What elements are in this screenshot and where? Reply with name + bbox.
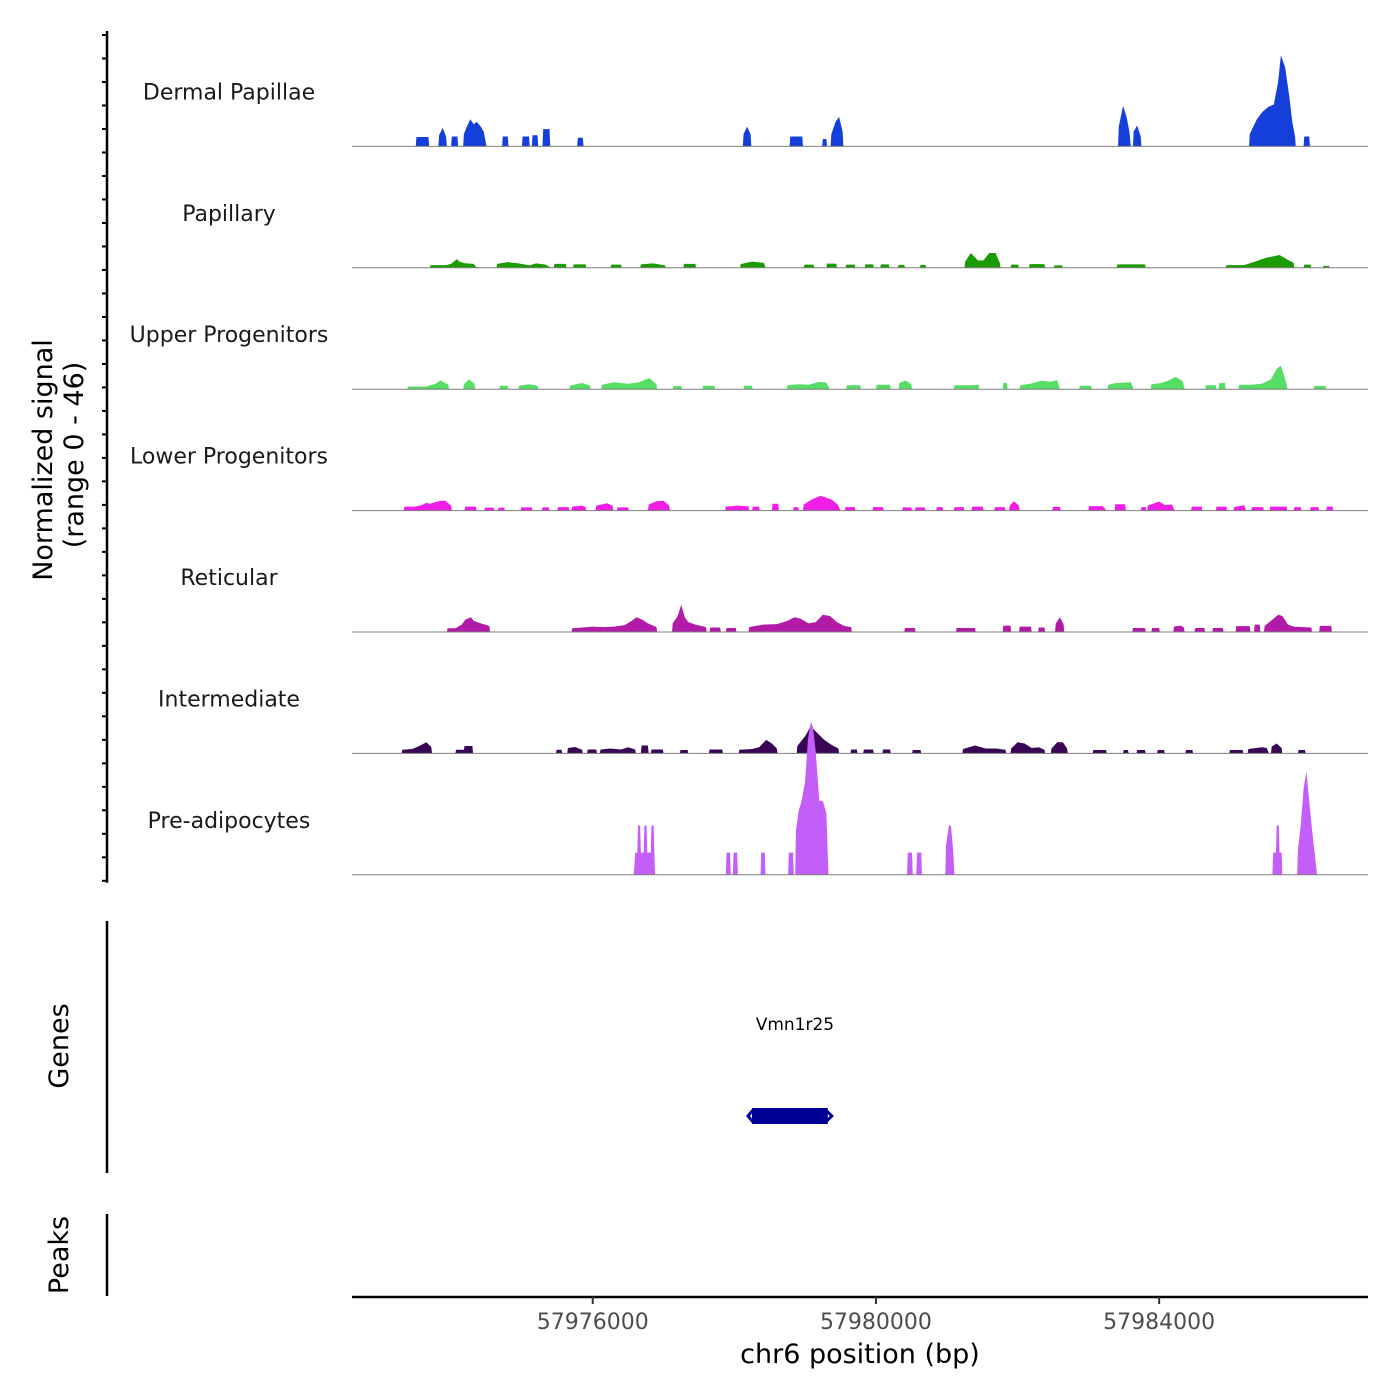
- coverage-area: [401, 726, 1306, 754]
- coverage-area: [429, 253, 1330, 268]
- gene-label: Vmn1r25: [756, 1015, 834, 1035]
- x-tick-label: 57976000: [537, 1310, 649, 1335]
- gene-end-arrow: [824, 1108, 834, 1124]
- peaks-panel-label: Peaks: [44, 1216, 75, 1294]
- track-papillary: Papillary: [182, 202, 1368, 269]
- coverage-area: [415, 55, 1310, 147]
- track-reticular: Reticular: [180, 566, 1368, 633]
- coverage-area: [407, 365, 1327, 390]
- track-upper-progenitors: Upper Progenitors: [130, 323, 1368, 390]
- track-label: Dermal Papillae: [143, 80, 315, 105]
- track-label: Pre-adipocytes: [148, 809, 311, 834]
- x-tick-label: 57980000: [820, 1310, 932, 1335]
- track-label: Papillary: [182, 202, 276, 227]
- coverage-area: [403, 495, 1334, 511]
- x-axis-title: chr6 position (bp): [740, 1339, 980, 1370]
- track-dermal-papillae: Dermal Papillae: [143, 55, 1368, 147]
- genes-panel-label: Genes: [44, 1003, 75, 1088]
- track-intermediate: Intermediate: [158, 687, 1368, 754]
- track-label: Intermediate: [158, 687, 300, 712]
- gene-vmn1r25: Vmn1r25: [746, 1015, 834, 1124]
- x-axis-ticks: 57976000 57980000 57984000: [537, 1297, 1215, 1335]
- track-label: Reticular: [180, 566, 278, 591]
- track-pre-adipocytes: Pre-adipocytes: [148, 721, 1368, 876]
- gene-body: [752, 1108, 828, 1124]
- y-axis-subtitle: (range 0 - 46): [59, 362, 90, 549]
- x-tick-label: 57984000: [1103, 1310, 1215, 1335]
- track-lower-progenitors: Lower Progenitors: [130, 445, 1368, 512]
- coverage-y-axis: [102, 31, 109, 883]
- coverage-tracks: Dermal Papillae Papillary Upper Progenitor…: [130, 55, 1368, 876]
- track-label: Upper Progenitors: [130, 323, 329, 348]
- y-axis-title: Normalized signal: [28, 339, 59, 581]
- track-label: Lower Progenitors: [130, 445, 328, 470]
- coverage-area: [633, 721, 1318, 875]
- coverage-area: [446, 604, 1332, 632]
- gene-annotations: Vmn1r25: [746, 1015, 834, 1124]
- gene-strand-arrow: [746, 1109, 755, 1123]
